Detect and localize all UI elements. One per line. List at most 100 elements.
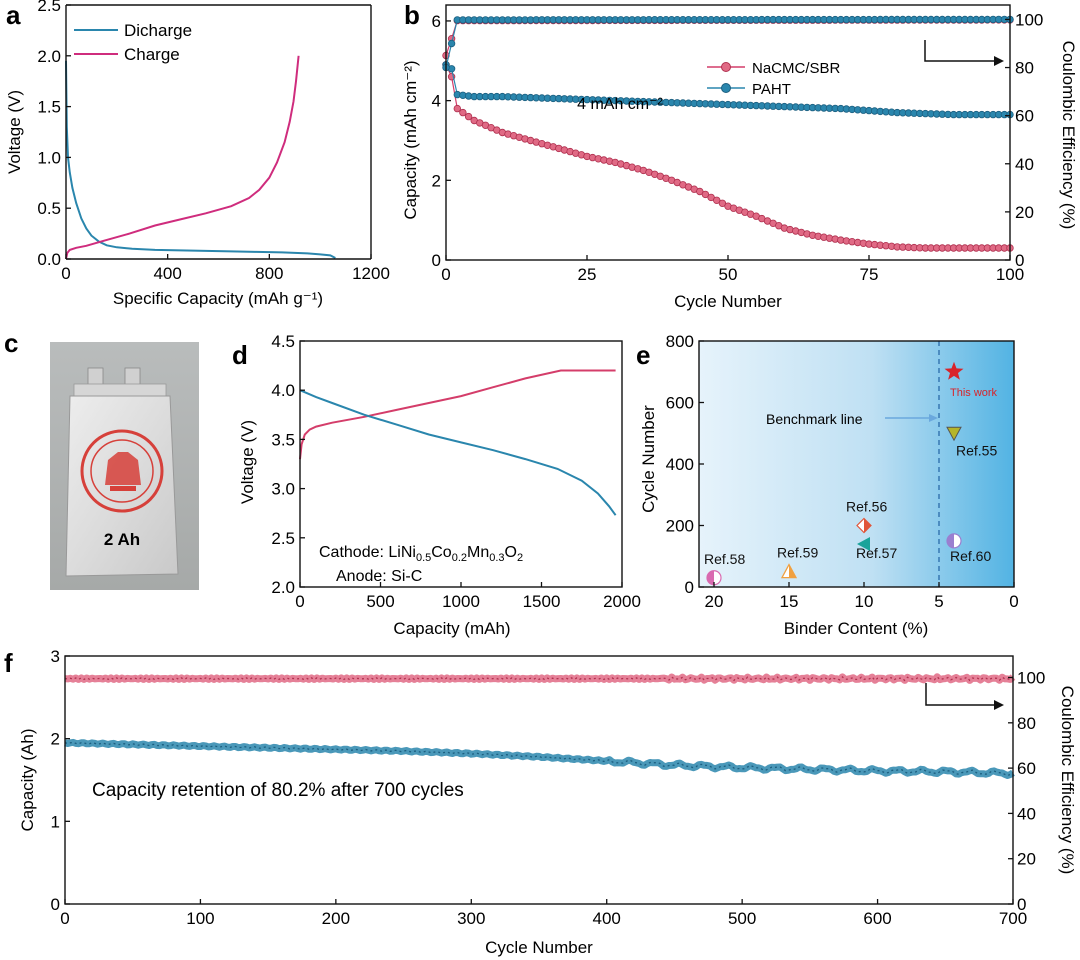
panel-b-nacmc-sbr-point [701,190,710,199]
panel-f-coulombic-efficiency-line [64,675,1014,682]
panel-a-xtick-label: 400 [153,264,181,283]
panel-d-cell-info: Cathode: LiNi0.5Co0.2Mn0.3O2 Anode: Si-C [319,544,523,585]
panel-d-xlabel: Capacity (mAh) [393,619,510,638]
panel-f-ytick-label: 0 [51,895,60,914]
panel-a-xtick-label: 800 [255,264,283,283]
panel-e-xtick-label: 10 [855,592,874,611]
panel-a-ytick-label: 1.5 [37,98,61,117]
panel-f-xtick-label: 200 [322,909,350,928]
panel-a-legend: Dicharge Charge [74,21,192,64]
panel-a-series-charge-line [65,55,300,260]
panel-f-xtick-label: 0 [60,909,69,928]
panel-c-letter: c [4,328,18,358]
panel-b-nacmc-sbr-point [453,104,461,113]
panel-e-point-ref-57 [857,536,870,551]
panel-b-ytick-label: 6 [432,12,441,31]
panel-e-point-ref-58-label: Ref.58 [704,551,745,567]
panel-d-ytick-label: 4.5 [271,332,295,351]
cathode-label: Cathode: LiNi0.5Co0.2Mn0.3O2 [319,544,523,564]
panel-f-capacity-band [64,738,1015,779]
panel-b-y2tick-label: 0 [1015,251,1024,270]
panel-d-xtick-label: 1000 [442,592,480,611]
panel-a-ytick-label: 1.0 [37,148,61,167]
panel-f-y2tick-label: 20 [1017,850,1036,869]
panel-f-ytick-label: 3 [51,647,60,666]
panel-f-ce-arrow [925,683,1004,710]
panel-d-charge-curve [299,369,616,460]
panel-a-ytick-label: 2.5 [37,0,61,15]
panel-a-xtick-label: 1200 [352,264,390,283]
panel-d-xtick-label: 1500 [523,592,561,611]
panel-d-ytick-label: 3.0 [271,480,295,499]
panel-f-xtick-label: 500 [728,909,756,928]
panel-b-nacmc-sbr-point [459,108,467,117]
panel-b-letter: b [404,0,420,30]
panel-e-plot-background [699,341,1014,587]
panel-b-xtick-label: 100 [996,265,1024,284]
panel-e-letter: e [636,340,650,370]
panel-c: c 2 Ah [4,328,199,590]
panel-a-xlabel: Specific Capacity (mAh g⁻¹) [113,289,323,308]
panel-f: f 0 100 200 300 400 500 600 7000123020406080100… [4,647,1077,957]
panel-e-point-ref-55-label: Ref.55 [956,442,997,458]
panel-e-ytick-label: 400 [666,455,694,474]
panel-b-nacmc-sbr-point [464,112,473,121]
panel-b-y2label: Coulombic Efficiency (%) [1059,41,1078,230]
panel-b-nacmc-sbr-point [696,187,704,196]
panel-f-xtick-label: 700 [999,909,1027,928]
panel-e-ytick-label: 200 [666,517,694,536]
panel-a-ytick-label: 0.0 [37,250,61,269]
panel-b-y2tick-label: 40 [1015,155,1034,174]
legend-nacmc: NaCMC/SBR [752,60,841,77]
panel-b-ytick-label: 4 [432,92,441,111]
panel-e-point-ref-55 [946,426,962,442]
panel-e-point-ref-60-half [947,533,954,548]
panel-f-xtick-label: 600 [863,909,891,928]
panel-f-letter: f [4,648,13,678]
panel-b-ytick-label: 2 [432,171,441,190]
panel-d-ytick-label: 2.0 [271,578,295,597]
panel-e-point-this-work-label: This work [950,387,998,399]
panel-f-ytick-label: 1 [51,812,60,831]
panel-b-legend: NaCMC/SBR PAHT [707,60,841,98]
panel-b-y2tick-label: 60 [1015,107,1034,126]
legend-paht: PAHT [752,81,791,98]
panel-f-ylabel: Capacity (Ah) [18,729,37,832]
anode-label: Anode: Si-C [336,568,422,585]
panel-d-ytick-label: 4.0 [271,381,295,400]
panel-b-ce-paht-point [447,39,456,48]
panel-b-annotation: 4 mAh cm⁻² [577,96,663,113]
panel-a-series-discharge-line [65,60,336,259]
panel-f-y2tick-label: 40 [1017,804,1036,823]
panel-f-xtick-label: 300 [457,909,485,928]
panel-d-xtick-label: 2000 [603,592,641,611]
panel-a: a 0 400 800 1200 0.0 0.5 1.0 1.5 2.0 2.5 Specific… [5,0,390,308]
panel-e-ytick-label: 0 [685,578,694,597]
panel-f-xtick-label: 100 [186,909,214,928]
panel-e-point-ref-60-label: Ref.60 [950,548,991,564]
panel-d: d 0 500 1000 1500 2000 2.0 2.5 3.0 3.5 4.0 4.5 Cap… [232,332,641,638]
panel-e-xtick-label: 15 [780,592,799,611]
panel-e-ytick-label: 800 [666,332,694,351]
cell-capacity-label: 2 Ah [104,530,140,549]
panel-f-y2tick-label: 80 [1017,714,1036,733]
panel-e-point-ref-59-label: Ref.59 [777,545,818,561]
panel-a-ylabel: Voltage (V) [5,90,24,174]
panel-b-ylabel: Capacity (mAh cm⁻²) [401,60,420,219]
panel-e-point-ref-58-half [707,570,714,585]
panel-b-y2tick-label: 20 [1015,203,1034,222]
panel-f-y2tick-label: 60 [1017,759,1036,778]
panel-b-xtick-label: 50 [719,265,738,284]
panel-f-annotation: Capacity retention of 80.2% after 700 cy… [92,780,464,801]
panel-e-point-ref-59-half [789,564,796,578]
panel-d-ytick-label: 3.5 [271,430,295,449]
panel-a-xtick-label: 0 [61,264,70,283]
panel-e-xtick-label: 0 [1009,592,1018,611]
panel-a-letter: a [6,0,21,30]
panel-b-nacmc-sbr-point [707,193,715,202]
panel-f-xlabel: Cycle Number [485,938,593,957]
panel-e-ytick-label: 600 [666,394,694,413]
panel-f-y2tick-label: 0 [1017,895,1026,914]
